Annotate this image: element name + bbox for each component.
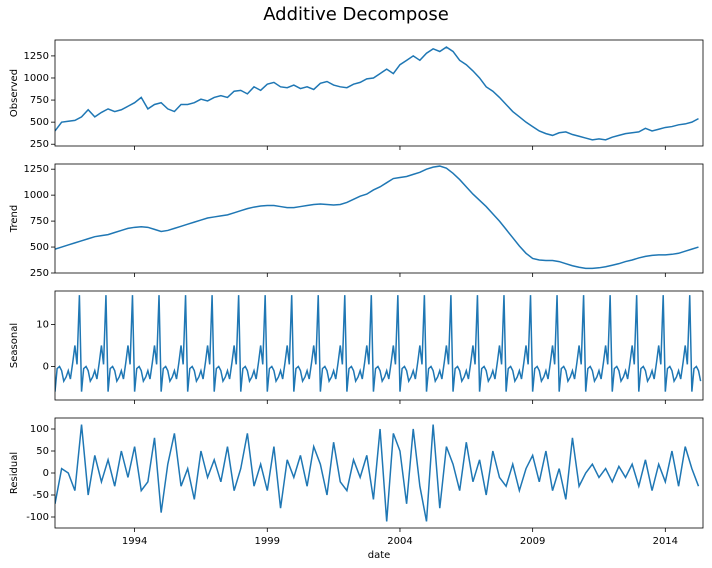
data-line xyxy=(55,424,700,522)
y-tick-label: 100 xyxy=(30,424,49,435)
plot-frame xyxy=(54,417,704,529)
y-tick-label: 0 xyxy=(43,468,49,479)
x-tick-label: 2009 xyxy=(520,536,545,547)
y-tick-label: 750 xyxy=(30,216,49,227)
plot-frame xyxy=(54,39,704,147)
y-tick-label: 1000 xyxy=(24,73,49,84)
x-tick-label: 1994 xyxy=(122,536,147,547)
y-axis-label: Observed xyxy=(9,69,20,117)
y-tick-label: 50 xyxy=(36,446,49,457)
x-tick-label: 1999 xyxy=(255,536,280,547)
y-tick-label: 500 xyxy=(30,117,49,128)
y-tick-label: 0 xyxy=(43,361,49,372)
y-tick-label: 1000 xyxy=(24,190,49,201)
y-tick-label: 250 xyxy=(30,139,49,150)
x-tick-label: 2004 xyxy=(387,536,412,547)
y-tick-label: 10 xyxy=(36,320,49,331)
y-tick-label: 750 xyxy=(30,95,49,106)
plot-frame xyxy=(54,290,704,401)
y-tick-label: -100 xyxy=(26,512,49,523)
y-tick-label: 1250 xyxy=(24,164,49,175)
y-tick-label: 250 xyxy=(30,268,49,279)
x-tick-label: 2014 xyxy=(653,536,678,547)
data-line xyxy=(55,165,699,270)
chart-title: Additive Decompose xyxy=(263,4,449,25)
data-line xyxy=(55,46,699,141)
x-axis-label: date xyxy=(368,550,391,561)
y-tick-label: 1250 xyxy=(24,51,49,62)
y-axis-label: Trend xyxy=(9,205,20,233)
y-axis-label: Residual xyxy=(9,452,20,494)
y-tick-label: -50 xyxy=(33,490,49,501)
y-tick-label: 500 xyxy=(30,242,49,253)
y-axis-label: Seasonal xyxy=(9,323,20,368)
plot-frame xyxy=(54,163,704,274)
data-line xyxy=(55,295,702,392)
